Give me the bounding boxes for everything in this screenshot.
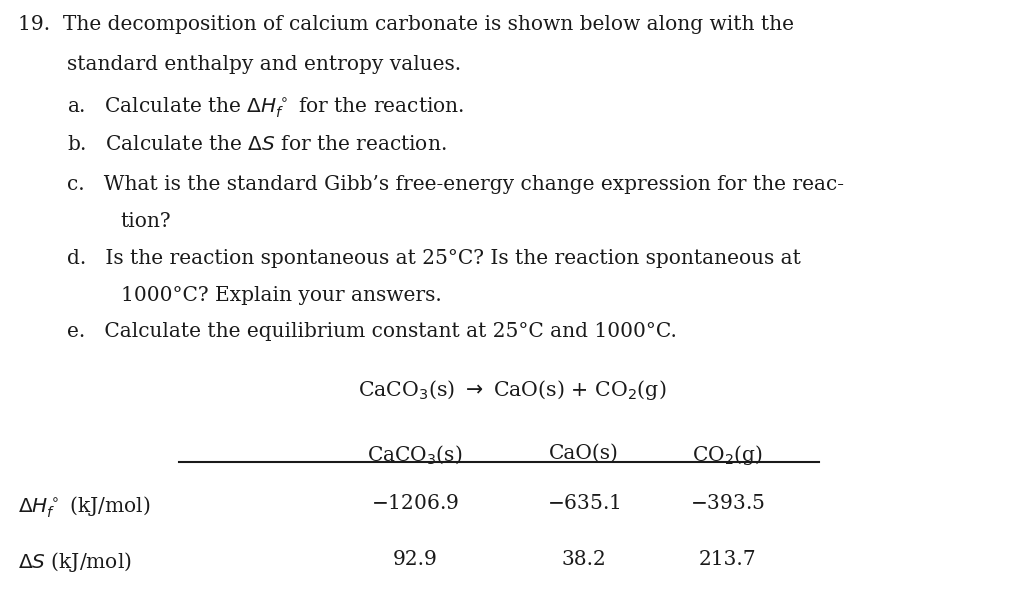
Text: 1000°C? Explain your answers.: 1000°C? Explain your answers. — [121, 286, 441, 305]
Text: standard enthalpy and entropy values.: standard enthalpy and entropy values. — [67, 55, 461, 74]
Text: $-$393.5: $-$393.5 — [689, 494, 765, 513]
Text: $-$635.1: $-$635.1 — [547, 494, 621, 513]
Text: e.   Calculate the equilibrium constant at 25°C and 1000°C.: e. Calculate the equilibrium constant at… — [67, 322, 677, 341]
Text: c.   What is the standard Gibb’s free-energy change expression for the reac-: c. What is the standard Gibb’s free-ener… — [67, 175, 844, 194]
Text: 19.  The decomposition of calcium carbonate is shown below along with the: 19. The decomposition of calcium carbona… — [18, 15, 795, 34]
Text: 213.7: 213.7 — [698, 550, 756, 569]
Text: CaCO$_3$(s): CaCO$_3$(s) — [367, 443, 463, 466]
Text: 38.2: 38.2 — [561, 550, 606, 569]
Text: CaO(s): CaO(s) — [549, 443, 618, 462]
Text: $\Delta H_f^\circ$ (kJ/mol): $\Delta H_f^\circ$ (kJ/mol) — [18, 494, 151, 520]
Text: $-$1206.9: $-$1206.9 — [371, 494, 459, 513]
Text: a.   Calculate the $\Delta H_f^\circ$ for the reaction.: a. Calculate the $\Delta H_f^\circ$ for … — [67, 95, 464, 120]
Text: $\Delta S$ (kJ/mol): $\Delta S$ (kJ/mol) — [18, 550, 132, 573]
Text: CaCO$_3$(s) $\rightarrow$ CaO(s) + CO$_2$(g): CaCO$_3$(s) $\rightarrow$ CaO(s) + CO$_2… — [357, 378, 667, 402]
Text: b.   Calculate the $\Delta S$ for the reaction.: b. Calculate the $\Delta S$ for the reac… — [67, 135, 446, 154]
Text: CO$_2$(g): CO$_2$(g) — [692, 443, 762, 467]
Text: d.   Is the reaction spontaneous at 25°C? Is the reaction spontaneous at: d. Is the reaction spontaneous at 25°C? … — [67, 249, 801, 268]
Text: tion?: tion? — [121, 212, 171, 231]
Text: 92.9: 92.9 — [392, 550, 437, 569]
